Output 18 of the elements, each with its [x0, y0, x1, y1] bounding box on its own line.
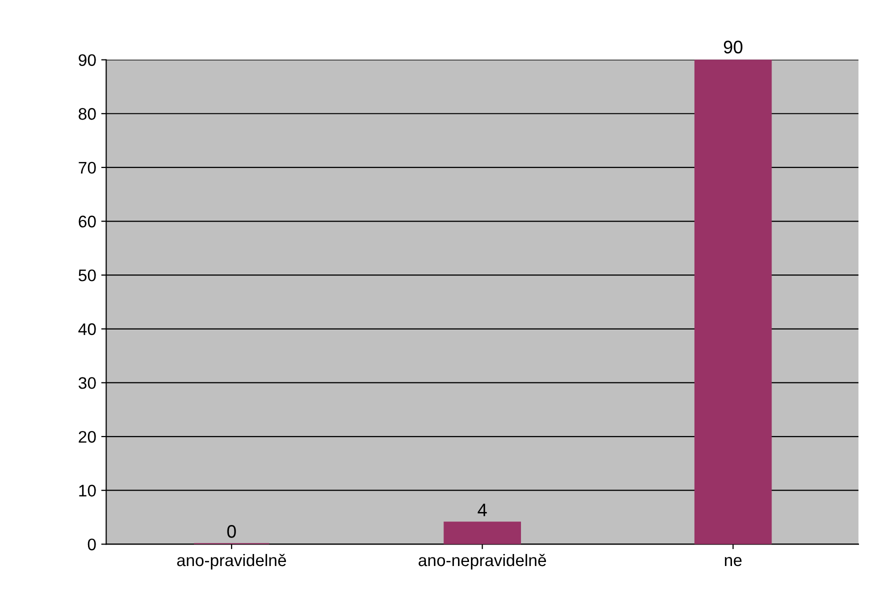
y-tick-label: 30: [78, 377, 96, 389]
y-tick-label: 20: [78, 430, 96, 443]
bar: [694, 60, 772, 544]
y-tick-label: 60: [78, 216, 96, 228]
data-label: 90: [724, 40, 742, 54]
y-tick-label: 70: [78, 162, 96, 174]
y-tick-label: 0: [88, 538, 96, 550]
x-tick-label: ne: [724, 557, 742, 566]
x-tick-label: ano-nepravidelně: [418, 554, 546, 570]
y-tick-label: 80: [78, 108, 96, 120]
y-tick-label: 50: [78, 269, 96, 282]
y-tick-label: 10: [79, 484, 96, 497]
y-tick-label: 40: [78, 323, 96, 336]
bar: [444, 522, 521, 544]
y-tick-label: 90: [78, 54, 96, 66]
data-label: 0: [227, 525, 236, 538]
data-label: 4: [478, 504, 487, 516]
x-tick-label: ano-pravidelně: [177, 554, 286, 570]
